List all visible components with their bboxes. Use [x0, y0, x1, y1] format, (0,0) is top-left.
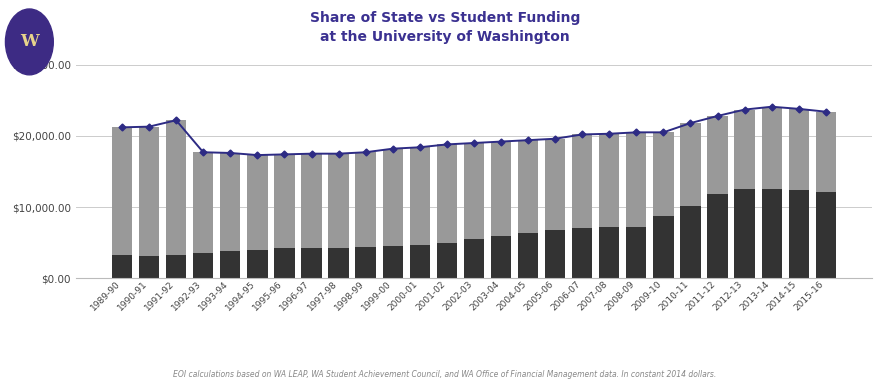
Bar — [762, 189, 781, 278]
Bar — [409, 147, 430, 245]
Text: EOI calculations based on WA LEAP, WA Student Achievement Council, and WA Office: EOI calculations based on WA LEAP, WA St… — [174, 370, 716, 379]
Bar — [599, 227, 619, 278]
Bar — [816, 192, 836, 278]
Bar — [734, 110, 755, 189]
Bar — [708, 116, 728, 194]
Bar — [328, 248, 349, 278]
Bar — [383, 246, 403, 278]
Bar — [437, 243, 457, 278]
Bar — [653, 132, 674, 216]
Bar — [139, 256, 159, 278]
Bar — [518, 140, 538, 233]
Bar — [816, 112, 836, 192]
Bar — [274, 154, 295, 248]
Bar — [627, 227, 646, 278]
Bar — [193, 152, 214, 253]
Bar — [680, 206, 700, 278]
Bar — [464, 143, 484, 239]
Bar — [545, 231, 565, 278]
Bar — [545, 139, 565, 231]
Bar — [491, 142, 511, 236]
Bar — [302, 248, 321, 278]
Bar — [328, 154, 349, 248]
Bar — [708, 194, 728, 278]
Bar — [220, 251, 240, 278]
Bar — [247, 250, 268, 278]
Bar — [355, 152, 376, 247]
Bar — [572, 134, 593, 228]
Bar — [680, 123, 700, 206]
Text: W: W — [20, 34, 39, 50]
Bar — [193, 253, 214, 278]
Bar — [789, 190, 809, 278]
Bar — [599, 134, 619, 227]
Circle shape — [5, 9, 53, 75]
Bar — [518, 233, 538, 278]
Bar — [491, 236, 511, 278]
Text: Share of State vs Student Funding
at the University of Washington: Share of State vs Student Funding at the… — [310, 11, 580, 44]
Bar — [247, 155, 268, 250]
Bar — [139, 126, 159, 256]
Bar — [220, 153, 240, 251]
Bar — [789, 109, 809, 190]
Bar — [762, 107, 781, 189]
Bar — [166, 120, 186, 255]
Bar — [355, 247, 376, 278]
Bar — [653, 216, 674, 278]
Bar — [572, 228, 593, 278]
Bar — [627, 132, 646, 227]
Bar — [274, 248, 295, 278]
Bar — [166, 255, 186, 278]
Bar — [112, 127, 132, 255]
Bar — [112, 255, 132, 278]
Bar — [437, 144, 457, 243]
Bar — [734, 189, 755, 278]
Bar — [464, 239, 484, 278]
Bar — [302, 154, 321, 248]
Bar — [409, 245, 430, 278]
Bar — [383, 149, 403, 246]
